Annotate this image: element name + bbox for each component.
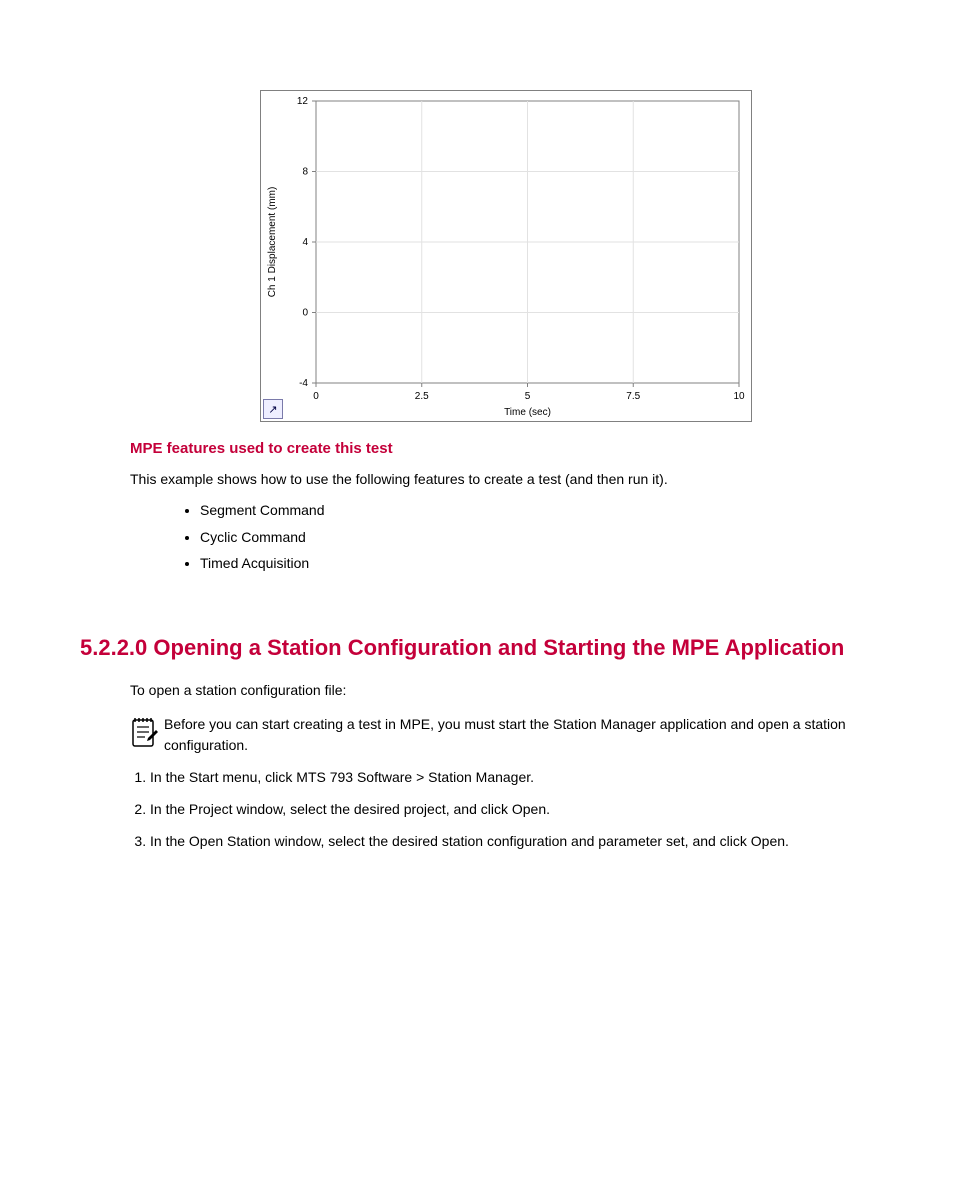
svg-text:0: 0 <box>302 308 308 319</box>
svg-text:2.5: 2.5 <box>415 391 429 402</box>
steps-list: In the Start menu, click MTS 793 Softwar… <box>150 767 874 852</box>
note-text: Before you can start creating a test in … <box>164 714 874 755</box>
list-item: In the Project window, select the desire… <box>150 799 874 819</box>
svg-text:10: 10 <box>733 391 745 402</box>
mpe-features-subhead: MPE features used to create this test <box>130 440 874 457</box>
svg-text:5: 5 <box>525 391 531 402</box>
intro-text: This example shows how to use the follow… <box>130 469 874 489</box>
svg-text:7.5: 7.5 <box>626 391 640 402</box>
list-item: In the Start menu, click MTS 793 Softwar… <box>150 767 874 787</box>
list-item: Cyclic Command <box>200 526 874 548</box>
chart-svg: 0 2.5 5 7.5 10 -4 0 4 8 12 Time (sec) Ch 1 Displace… <box>261 91 751 421</box>
notepad-icon <box>130 716 164 753</box>
displacement-chart: 0 2.5 5 7.5 10 -4 0 4 8 12 Time (sec) Ch 1 Displace… <box>260 90 752 422</box>
list-item: In the Open Station window, select the d… <box>150 831 874 851</box>
svg-text:0: 0 <box>313 391 319 402</box>
list-item: Segment Command <box>200 499 874 521</box>
intro-paragraph: This example shows how to use the follow… <box>130 469 874 489</box>
svg-text:4: 4 <box>302 237 308 248</box>
list-item: Timed Acquisition <box>200 552 874 574</box>
open-paragraph: To open a station configuration file: <box>130 680 874 700</box>
feature-bullet-list: Segment Command Cyclic Command Timed Acq… <box>160 499 874 574</box>
svg-text:Ch 1 Displacement (mm): Ch 1 Displacement (mm) <box>267 187 278 298</box>
section-heading: 5.2.2.0 Opening a Station Configuration … <box>80 634 874 662</box>
svg-text:8: 8 <box>302 167 308 178</box>
svg-text:12: 12 <box>297 96 309 107</box>
chart-expand-icon[interactable]: ↗ <box>263 399 283 419</box>
svg-text:-4: -4 <box>299 378 308 389</box>
svg-text:Time (sec): Time (sec) <box>504 407 551 418</box>
open-config-text: To open a station configuration file: <box>130 680 874 700</box>
